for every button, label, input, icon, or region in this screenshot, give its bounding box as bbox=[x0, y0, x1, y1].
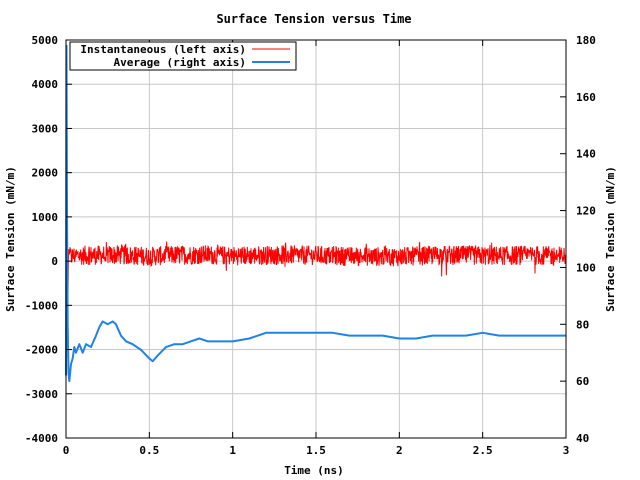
x-tick-label: 2 bbox=[396, 444, 403, 457]
y-axis-label-left: Surface Tension (mN/m) bbox=[4, 166, 17, 312]
y-left-tick-label: 4000 bbox=[32, 78, 59, 91]
y-left-tick-label: 3000 bbox=[32, 122, 59, 135]
x-tick-label: 1 bbox=[229, 444, 236, 457]
y-left-tick-label: 5000 bbox=[32, 34, 59, 47]
legend: Instantaneous (left axis) Average (right… bbox=[69, 41, 297, 71]
y-right-tick-label: 140 bbox=[576, 148, 596, 161]
y-right-tick-label: 60 bbox=[576, 375, 589, 388]
y-axis-label-right: Surface Tension (mN/m) bbox=[604, 166, 617, 312]
y-right-tick-label: 100 bbox=[576, 261, 596, 274]
x-tick-label: 0.5 bbox=[139, 444, 159, 457]
x-axis-label: Time (ns) bbox=[284, 464, 344, 477]
y-left-tick-label: 2000 bbox=[32, 167, 59, 180]
plot-series bbox=[65, 44, 567, 383]
y-left-tick-label: 1000 bbox=[32, 211, 59, 224]
y-right-tick-label: 120 bbox=[576, 205, 596, 218]
x-tick-label: 0 bbox=[63, 444, 70, 457]
x-tick-label: 1.5 bbox=[306, 444, 326, 457]
legend-box bbox=[69, 41, 297, 71]
y-right-tick-label: 180 bbox=[576, 34, 596, 47]
axis-ticks: 0 0.5 1 1.5 2 2.5 3 -4000 -3000 -2000 -1000 0 1000 20… bbox=[25, 34, 596, 457]
series-instantaneous-line bbox=[65, 44, 567, 328]
x-tick-label: 3 bbox=[563, 444, 570, 457]
chart-title: Surface Tension versus Time bbox=[216, 12, 411, 26]
x-tick-label: 2.5 bbox=[473, 444, 493, 457]
y-left-tick-label: 0 bbox=[51, 255, 58, 268]
y-left-tick-label: -4000 bbox=[25, 432, 58, 445]
y-right-tick-label: 80 bbox=[576, 318, 589, 331]
grid-lines bbox=[66, 40, 566, 438]
y-right-tick-label: 160 bbox=[576, 91, 596, 104]
y-right-tick-label: 40 bbox=[576, 432, 589, 445]
legend-label-average: Average (right axis) bbox=[114, 56, 246, 69]
legend-label-instantaneous: Instantaneous (left axis) bbox=[80, 43, 246, 56]
series-average-line bbox=[65, 44, 566, 383]
y-left-tick-label: -3000 bbox=[25, 388, 58, 401]
y-left-tick-label: -1000 bbox=[25, 299, 58, 312]
y-left-tick-label: -2000 bbox=[25, 344, 58, 357]
